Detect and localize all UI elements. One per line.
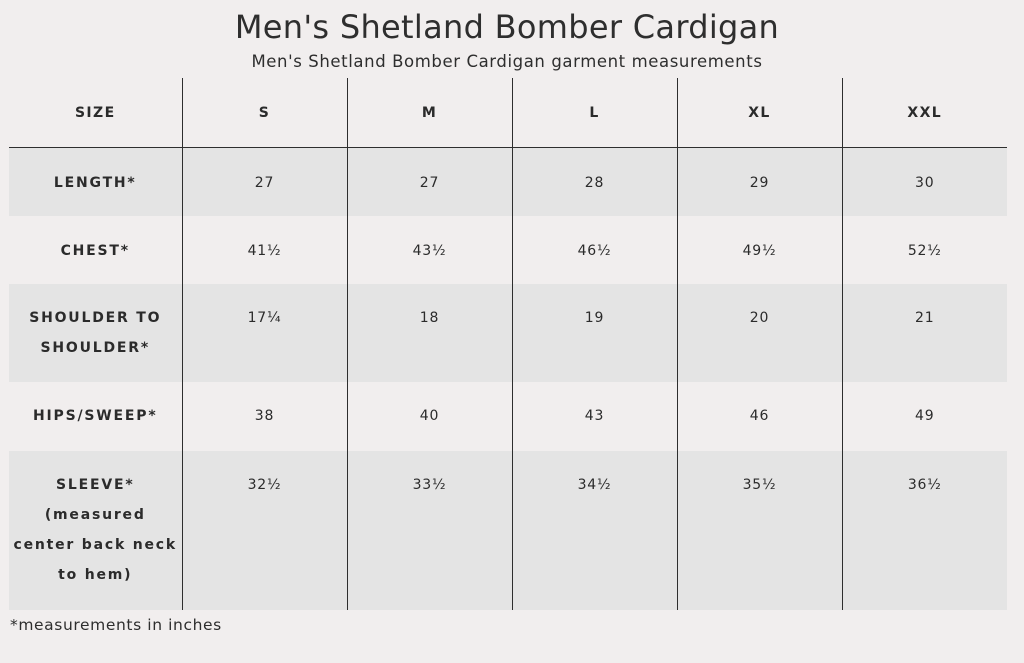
table-cell: 40 xyxy=(346,381,512,451)
table-cell: 46½ xyxy=(511,215,677,284)
table-row-chest: CHEST* 41½ 43½ 46½ 49½ 52½ xyxy=(9,215,1007,284)
row-label-line: CHEST* xyxy=(60,242,130,259)
table-row-length: LENGTH* 27 27 28 29 30 xyxy=(9,147,1007,216)
table-cell: 27 xyxy=(346,147,512,216)
table-cell: 38 xyxy=(181,381,347,451)
row-label-line: SHOULDER* xyxy=(40,339,150,356)
header-size: SIZE xyxy=(9,78,182,148)
row-label-line: LENGTH* xyxy=(53,175,137,191)
table-row-sleeve: SLEEVE* (measured center back neck to he… xyxy=(9,450,1007,610)
table-cell: 41½ xyxy=(181,215,347,284)
table-cell: 19 xyxy=(511,283,677,382)
table-cell: 46 xyxy=(676,381,842,451)
row-label: SLEEVE* (measured center back neck to he… xyxy=(9,450,182,610)
row-label-line: HIPS/SWEEP* xyxy=(33,407,158,424)
table-cell: 49 xyxy=(841,381,1007,451)
table-cell: 29 xyxy=(676,147,842,216)
header-row: SIZE S M L XL XXL xyxy=(9,78,1007,148)
table-cell: 30 xyxy=(841,147,1007,216)
table-cell: 34½ xyxy=(511,450,677,610)
header-xl: XL xyxy=(676,78,842,148)
header-l: L xyxy=(511,78,677,148)
row-label: LENGTH* xyxy=(9,147,182,216)
table-cell: 43 xyxy=(511,381,677,451)
page-title: Men's Shetland Bomber Cardigan xyxy=(234,8,780,46)
row-label-line: (measured xyxy=(44,506,146,523)
table-cell: 36½ xyxy=(841,450,1007,610)
page-subtitle: Men's Shetland Bomber Cardigan garment m… xyxy=(251,52,763,71)
table-row-shoulder: SHOULDER TO SHOULDER* 17¼ 18 19 20 21 xyxy=(9,283,1007,382)
table-cell: 33½ xyxy=(346,450,512,610)
table-cell: 27 xyxy=(181,147,347,216)
table-cell: 28 xyxy=(511,147,677,216)
measurements-table: SIZE S M L XL XXL LENGTH* 27 27 28 29 30… xyxy=(9,78,1007,610)
table-cell: 49½ xyxy=(676,215,842,284)
row-label: CHEST* xyxy=(9,216,182,284)
row-label-line: SLEEVE* xyxy=(56,476,135,493)
table-cell: 52½ xyxy=(841,215,1007,284)
header-s: S xyxy=(181,78,347,148)
header-xxl: XXL xyxy=(841,78,1007,148)
footnote: *measurements in inches xyxy=(10,616,222,634)
row-label-line: SHOULDER TO xyxy=(29,309,162,326)
table-cell: 18 xyxy=(346,283,512,382)
row-label: SHOULDER TO SHOULDER* xyxy=(9,283,182,382)
table-cell: 32½ xyxy=(181,450,347,610)
table-cell: 17¼ xyxy=(181,283,347,382)
table-cell: 35½ xyxy=(676,450,842,610)
row-label: HIPS/SWEEP* xyxy=(9,382,182,451)
table-cell: 43½ xyxy=(346,215,512,284)
table-row-hips: HIPS/SWEEP* 38 40 43 46 49 xyxy=(9,381,1007,451)
table-cell: 20 xyxy=(676,283,842,382)
table-cell: 21 xyxy=(841,283,1007,382)
row-label-line: center back neck xyxy=(13,536,178,553)
header-m: M xyxy=(346,78,512,148)
row-label-line: to hem) xyxy=(58,566,133,583)
